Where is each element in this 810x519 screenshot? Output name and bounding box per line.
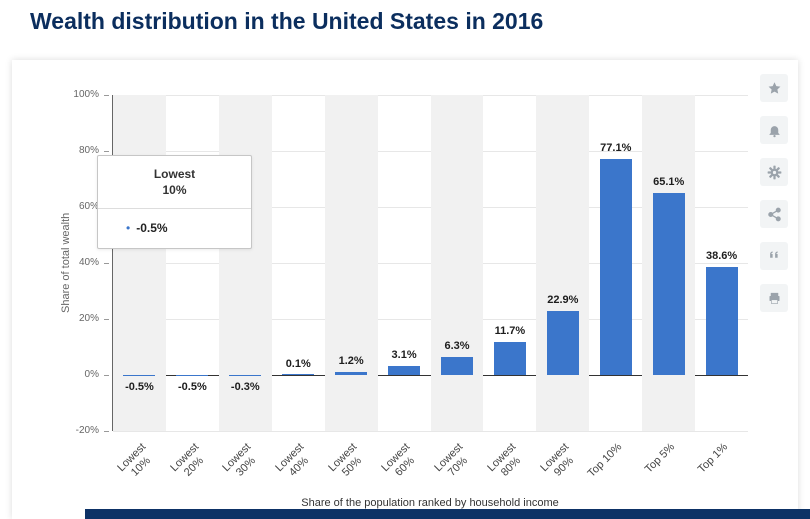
- page-title: Wealth distribution in the United States…: [30, 8, 544, 34]
- bar-series: -0.5% Lowest 10% -0.5% Lowest 20% -0.3% Lowest 3…: [113, 95, 748, 480]
- x-tick-label: Lowest 30%: [220, 441, 259, 479]
- value-label: 6.3%: [444, 340, 470, 353]
- y-tick-mark: [104, 151, 109, 152]
- bar-lowest-30-[interactable]: [229, 375, 262, 376]
- value-label: -0.5%: [178, 381, 207, 394]
- x-tick-label: Lowest 20%: [167, 441, 206, 479]
- y-tick-mark: [104, 375, 109, 376]
- tooltip-category-line2: 10%: [162, 182, 187, 197]
- printer-icon: [769, 292, 779, 304]
- chart-card: Share of total wealth 100% 80% 60% 40% 20% 0%…: [12, 60, 798, 519]
- x-tick-label: Top 1%: [695, 441, 731, 476]
- x-axis-title: Share of the population ranked by househ…: [301, 497, 559, 509]
- footer-bar: [85, 509, 810, 519]
- x-tick-label: Lowest 80%: [485, 441, 523, 479]
- gridline: [113, 207, 748, 208]
- bar-lowest-10-[interactable]: [123, 375, 156, 377]
- y-tick-mark: [104, 263, 109, 264]
- y-tick-label: 20%: [78, 313, 99, 324]
- value-label: 11.7%: [494, 325, 526, 338]
- tooltip-value: -0.5%: [136, 221, 168, 236]
- gear-icon: [767, 165, 781, 179]
- chart-column: 0.1% Lowest 40%: [272, 95, 325, 479]
- chart-column: -0.3% Lowest 30%: [218, 95, 272, 479]
- chart-column: 38.6% Top 1%: [695, 95, 748, 475]
- y-tick-label: 80%: [78, 145, 99, 156]
- chart-column: 11.7% Lowest 80%: [483, 95, 536, 479]
- value-label: -0.5%: [125, 381, 154, 394]
- value-label: 38.6%: [706, 249, 738, 262]
- chart-column: 1.2% Lowest 50%: [324, 95, 378, 479]
- star-icon: [768, 81, 780, 94]
- bar-top-5-[interactable]: [652, 192, 685, 375]
- settings-gear-button[interactable]: [760, 158, 788, 186]
- tooltip-category-line1: Lowest: [153, 167, 196, 181]
- gridline: [113, 263, 748, 264]
- gridline: [113, 431, 748, 432]
- tooltip-value-row: • -0.5%: [98, 209, 251, 248]
- tooltip-category: Lowest 10%: [98, 156, 251, 210]
- share-icon: [767, 207, 781, 221]
- x-tick-label: Lowest 50%: [326, 441, 365, 479]
- y-tick-label: 100%: [73, 89, 99, 100]
- chart-column: 77.1% Top 10%: [585, 95, 642, 480]
- y-tick-label: 0%: [84, 369, 99, 380]
- gridline: [113, 151, 748, 152]
- x-tick-label: Lowest 70%: [432, 441, 470, 479]
- y-tick-label: 40%: [78, 257, 99, 268]
- x-tick-label: Lowest 60%: [379, 441, 417, 479]
- bar-lowest-40-[interactable]: [282, 374, 315, 375]
- bar-lowest-50-[interactable]: [335, 371, 368, 375]
- chart-column: 22.9% Lowest 90%: [536, 95, 590, 479]
- chart-tooltip: Lowest 10% • -0.5%: [97, 155, 252, 250]
- value-label: 0.1%: [285, 357, 311, 370]
- bar-lowest-90-[interactable]: [546, 310, 579, 375]
- favorite-star-button[interactable]: [760, 74, 788, 102]
- chart-toolbar: [760, 74, 788, 312]
- chart-column: 3.1% Lowest 60%: [378, 95, 431, 479]
- chart-column: 6.3% Lowest 70%: [430, 95, 484, 479]
- value-label: -0.3%: [230, 380, 260, 393]
- gridline: [113, 319, 748, 320]
- bar-top-1-[interactable]: [705, 266, 738, 375]
- bar-lowest-20-[interactable]: [176, 375, 209, 377]
- print-button[interactable]: [760, 284, 788, 312]
- quote-icon: [769, 251, 778, 258]
- bar-lowest-80-[interactable]: [493, 342, 526, 375]
- series-marker-dot: •: [126, 221, 131, 236]
- value-label: 3.1%: [391, 349, 417, 362]
- y-tick-mark: [104, 431, 109, 432]
- notification-bell-button[interactable]: [760, 116, 788, 144]
- value-label: 77.1%: [600, 142, 632, 155]
- chart-column: -0.5% Lowest 10%: [113, 95, 166, 479]
- cite-button[interactable]: [760, 242, 788, 270]
- bell-icon: [769, 125, 779, 137]
- y-axis: 100% 80% 60% 40% 20% 0% -20%: [12, 89, 109, 436]
- y-tick-mark: [104, 95, 109, 96]
- share-button[interactable]: [760, 200, 788, 228]
- x-tick-label: Top 5%: [642, 441, 678, 476]
- chart-column: 65.1% Top 5%: [642, 95, 696, 475]
- y-tick-label: 60%: [78, 201, 99, 212]
- gridline: [113, 95, 748, 96]
- bar-top-10-[interactable]: [599, 159, 632, 375]
- x-tick-label: Lowest 40%: [273, 441, 312, 479]
- y-tick-mark: [104, 319, 109, 320]
- plot-area: -0.5% Lowest 10% -0.5% Lowest 20% -0.3% Lowest 3…: [97, 95, 748, 480]
- bar-lowest-60-[interactable]: [388, 366, 421, 375]
- x-tick-label: Lowest 10%: [114, 441, 153, 479]
- value-label: 65.1%: [653, 175, 685, 188]
- chart-column: -0.5% Lowest 20%: [166, 95, 219, 479]
- y-tick-label: -20%: [75, 425, 99, 436]
- x-tick-label: Top 10%: [585, 441, 625, 480]
- value-label: 22.9%: [547, 293, 579, 306]
- zero-line: [113, 375, 748, 376]
- bar-lowest-70-[interactable]: [440, 357, 473, 375]
- x-tick-label: Lowest 90%: [538, 441, 576, 479]
- value-label: 1.2%: [338, 354, 364, 367]
